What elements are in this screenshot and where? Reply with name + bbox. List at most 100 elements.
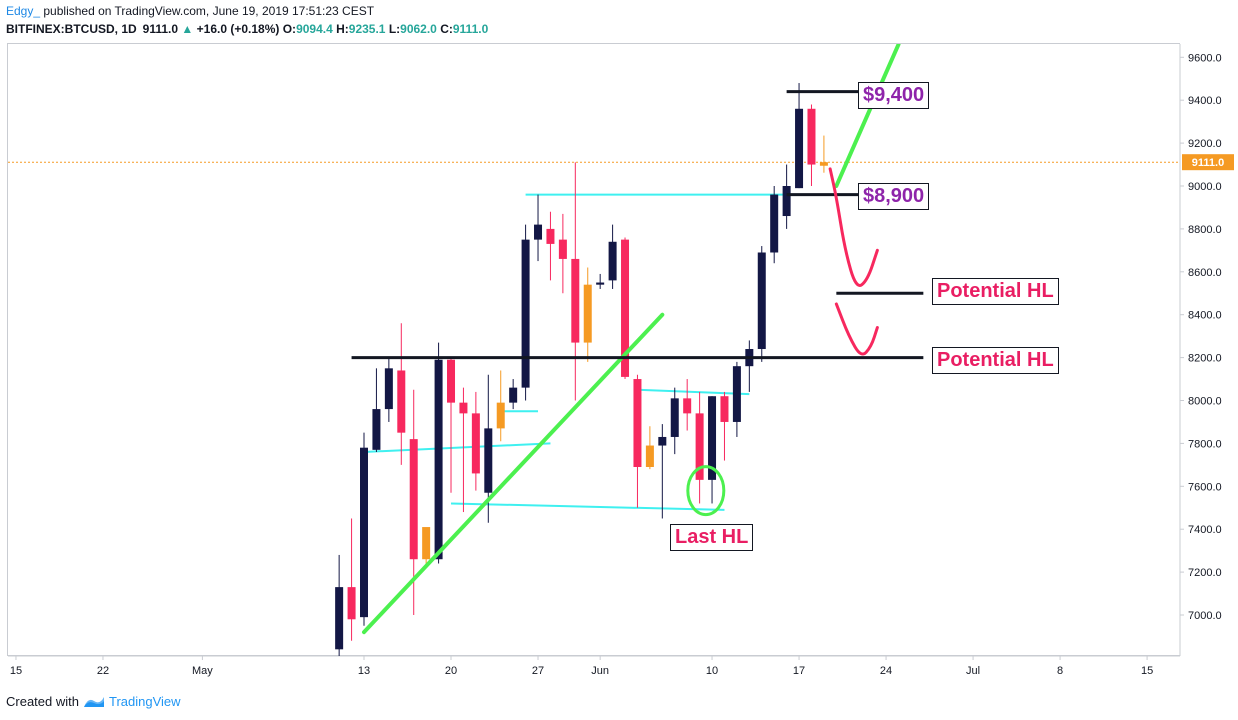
y-tick-label: 8600.0: [1188, 267, 1222, 279]
candle-body: [757, 252, 766, 350]
close-label: C:: [440, 22, 453, 36]
x-tick-label: 24: [880, 665, 892, 677]
last-price-badge: [1182, 154, 1234, 171]
open-label: O:: [282, 22, 297, 36]
candle-body: [484, 428, 493, 493]
candle-body: [521, 239, 530, 388]
candle-body: [397, 370, 406, 433]
trendline-uptrend: [362, 312, 665, 635]
y-tick-label: 7000.0: [1188, 610, 1222, 622]
candle-body: [496, 402, 505, 429]
author-name[interactable]: Edgy_: [6, 4, 41, 18]
x-tick-label: 15: [1141, 665, 1153, 677]
candle-body: [384, 368, 393, 410]
annotation-9400: $9,400: [858, 82, 930, 109]
y-tick-label: 9400.0: [1188, 95, 1222, 107]
candle-body: [409, 439, 418, 560]
close-value: 9111.0: [452, 22, 489, 36]
candle-body: [372, 409, 381, 450]
candle-body: [434, 359, 443, 560]
annotation-last-hl: Last HL: [670, 524, 754, 551]
x-tick-label: 15: [10, 665, 22, 677]
symbol-legend: BITFINEX:BTCUSD, 1D 9111.0 ▲ +16.0 (+0.18…: [6, 22, 488, 36]
candle-body: [459, 402, 468, 414]
candle-body: [422, 527, 431, 560]
footer-created: Created with: [6, 694, 79, 709]
annotation-potential-hl-lower: Potential HL: [932, 347, 1059, 374]
candle-body: [347, 587, 356, 620]
candle-body: [534, 224, 543, 240]
candle-body: [608, 241, 617, 281]
candle-body: [683, 398, 692, 414]
up-arrow-icon: ▲: [181, 22, 194, 36]
candle-body: [558, 239, 567, 259]
annotation-potential-hl-upper: Potential HL: [932, 278, 1059, 305]
y-tick-label: 7800.0: [1188, 438, 1222, 450]
candle-body: [708, 396, 717, 480]
y-tick-label: 8400.0: [1188, 310, 1222, 322]
x-tick-label: Jun: [591, 665, 609, 677]
y-tick-label: 7400.0: [1188, 524, 1222, 536]
x-tick-label: 10: [706, 665, 718, 677]
candle-body: [447, 359, 456, 403]
channel-support-bottom: [450, 502, 725, 511]
candle-body: [633, 379, 642, 467]
tradingview-logo-icon: [83, 696, 104, 707]
x-tick-label: 27: [532, 665, 544, 677]
candle-body: [335, 587, 344, 650]
candle-body: [360, 447, 368, 618]
candle-body: [621, 239, 630, 377]
candle-body: [596, 282, 605, 285]
open-value: 9094.4: [296, 22, 333, 36]
x-tick-label: 17: [793, 665, 805, 677]
candle-body: [807, 108, 816, 165]
projection-down: [828, 167, 879, 287]
candle-body: [720, 396, 729, 422]
last-value: 9111.0: [142, 22, 179, 36]
candle-body: [795, 108, 804, 189]
channel-range-top: [637, 388, 750, 396]
x-tick-label: 8: [1057, 665, 1063, 677]
y-tick-label: 9600.0: [1188, 52, 1222, 64]
candle-body: [509, 387, 518, 403]
x-tick-label: 22: [97, 665, 109, 677]
footer-brand[interactable]: TradingView: [108, 694, 181, 709]
x-tick-label: Jul: [966, 665, 980, 677]
x-tick-label: 13: [358, 665, 370, 677]
footer-credit: Created with TradingView: [6, 694, 181, 709]
candle-body: [732, 366, 741, 422]
y-tick-label: 9000.0: [1188, 181, 1222, 193]
candle-body: [546, 228, 555, 244]
candle-body: [571, 258, 580, 343]
candle-body: [819, 162, 828, 166]
candle-body: [782, 186, 791, 217]
plot-layer: [8, 44, 1180, 656]
candle-body: [670, 398, 679, 437]
y-tick-label: 7600.0: [1188, 481, 1222, 493]
last-price-label: 9111.0: [1192, 157, 1224, 169]
x-tick-label: 20: [445, 665, 457, 677]
y-tick-label: 9200.0: [1188, 138, 1222, 150]
annotation-8900: $8,900: [858, 183, 930, 210]
low-label: L:: [388, 22, 401, 36]
candle-body: [770, 194, 779, 253]
publish-text: published on TradingView.com, June 19, 2…: [43, 4, 375, 18]
last-hl-circle: [686, 465, 726, 517]
projection-down-2: [834, 302, 879, 356]
high-label: H:: [336, 22, 349, 36]
trendline-breakout-up: [834, 44, 901, 188]
y-tick-label: 7200.0: [1188, 567, 1222, 579]
symbol-name: BITFINEX:BTCUSD, 1D: [6, 22, 137, 36]
change-value: +16.0 (+0.18%): [196, 22, 280, 36]
low-value: 9062.0: [400, 22, 437, 36]
candle-body: [583, 284, 592, 343]
x-tick-label: May: [192, 665, 213, 677]
candle-body: [645, 445, 654, 467]
publish-info: Edgy_ published on TradingView.com, June…: [6, 4, 374, 18]
candle-body: [695, 413, 704, 480]
candle-body: [658, 436, 667, 446]
y-tick-label: 8800.0: [1188, 224, 1222, 236]
candle-body: [471, 413, 480, 474]
y-tick-label: 8000.0: [1188, 396, 1222, 408]
